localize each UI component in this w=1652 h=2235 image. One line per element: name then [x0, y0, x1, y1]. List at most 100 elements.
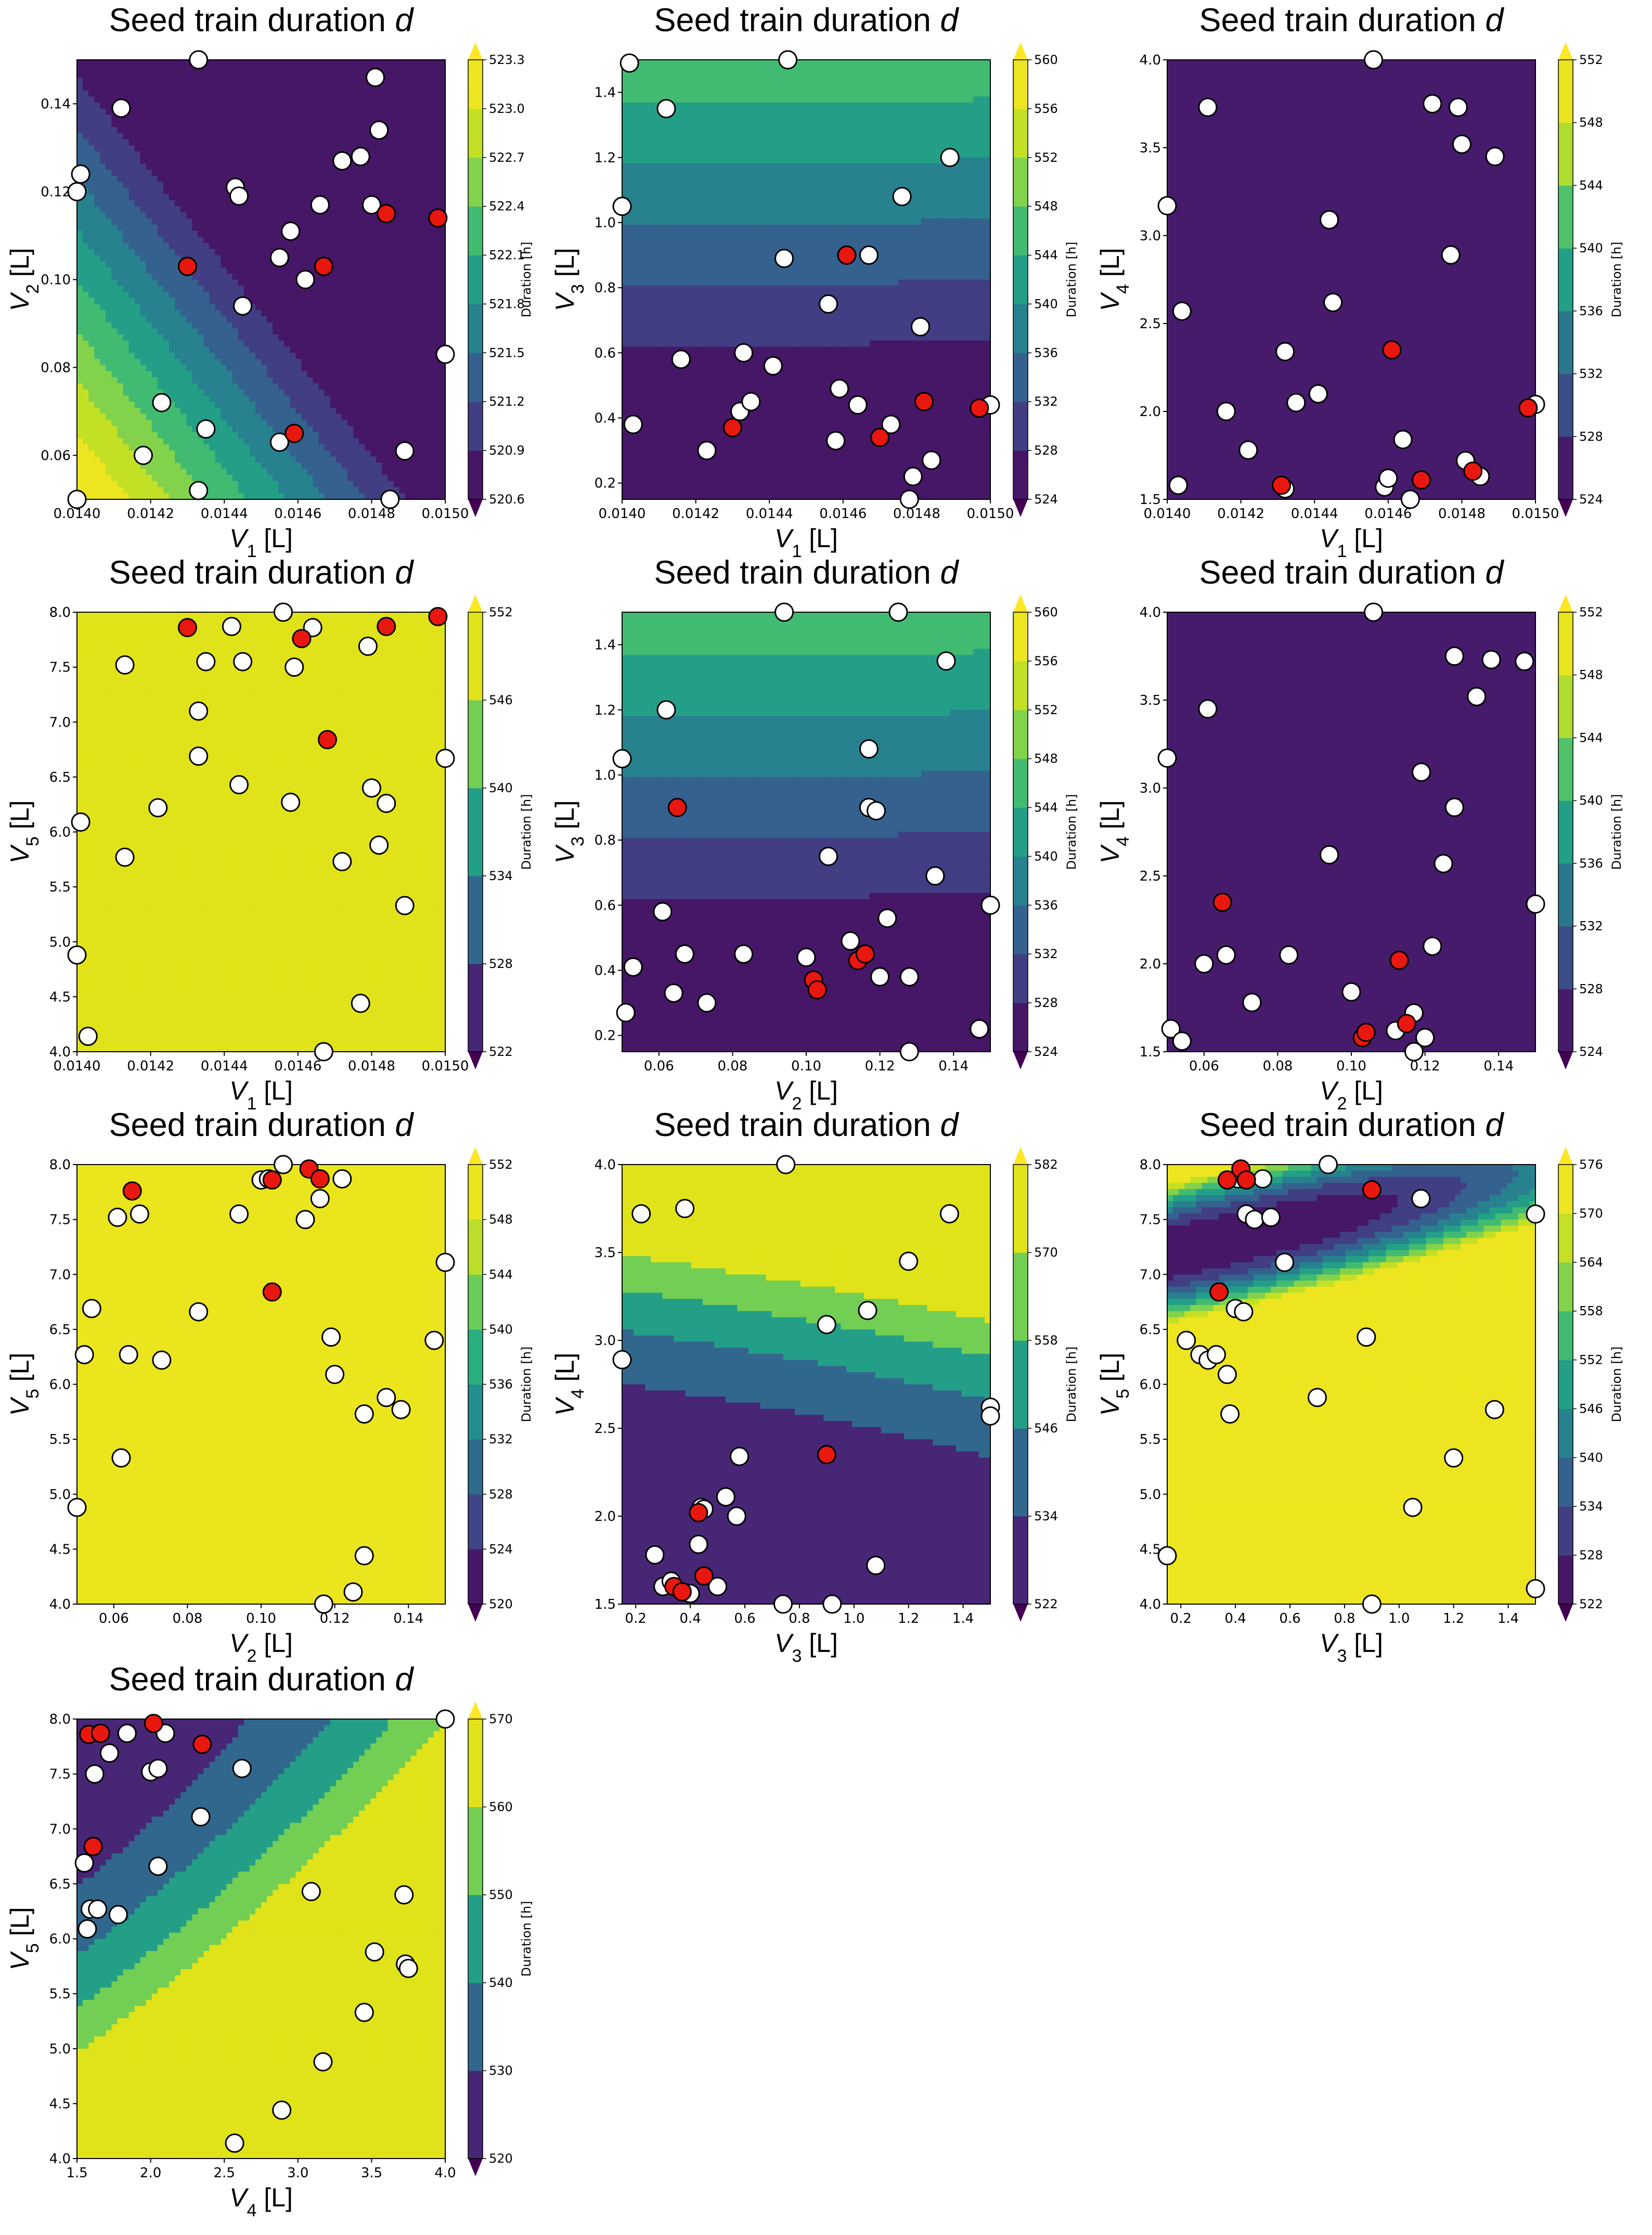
contour-cell	[433, 450, 440, 457]
contour-cell	[169, 414, 175, 421]
contour-cell	[335, 230, 342, 237]
contour-cell	[639, 133, 646, 140]
contour-cell	[416, 255, 423, 262]
contour-cell	[243, 249, 250, 256]
contour-cell	[94, 426, 100, 433]
contour-cell	[301, 469, 308, 475]
contour-cell	[382, 310, 388, 317]
contour-cell	[123, 407, 130, 415]
contour-cell	[186, 291, 192, 299]
contour-cell	[365, 121, 371, 127]
contour-cell	[180, 359, 187, 366]
contour-cell	[134, 157, 141, 164]
contour-cell	[273, 456, 279, 463]
contour-cell	[324, 291, 331, 299]
contour-cell	[226, 389, 233, 396]
contour-cell	[169, 182, 175, 189]
contour-cell	[295, 383, 302, 390]
contour-cell	[261, 78, 267, 85]
contour-cell	[365, 133, 371, 140]
contour-cell	[639, 377, 646, 384]
contour-cell	[639, 237, 646, 243]
contour-cell	[341, 102, 348, 109]
contour-cell	[388, 133, 394, 140]
contour-cell	[382, 237, 388, 243]
contour-cell	[359, 291, 365, 299]
contour-cell	[88, 114, 95, 121]
contour-cell	[238, 383, 244, 390]
contour-cell	[335, 102, 342, 109]
contour-cell	[278, 475, 285, 482]
contour-cell	[198, 414, 204, 421]
contour-cell	[278, 237, 285, 243]
contour-cell	[622, 377, 628, 384]
contour-cell	[393, 353, 400, 359]
contour-cell	[186, 108, 192, 115]
contour-cell	[284, 145, 290, 152]
contour-cell	[192, 96, 198, 103]
contour-cell	[88, 273, 95, 280]
contour-cell	[393, 371, 400, 378]
contour-cell	[249, 249, 256, 256]
contour-cell	[192, 170, 198, 176]
contour-cell	[433, 139, 440, 146]
contour-cell	[134, 414, 141, 421]
sample-point	[229, 186, 249, 206]
contour-cell	[622, 108, 628, 115]
contour-cell	[123, 420, 130, 427]
contour-cell	[422, 230, 429, 237]
contour-cell	[238, 206, 244, 213]
contour-cell	[422, 108, 429, 115]
contour-cell	[203, 402, 210, 408]
contour-cell	[267, 188, 273, 195]
contour-cell	[106, 273, 112, 280]
contour-cell	[249, 322, 256, 329]
contour-cell	[77, 475, 83, 482]
contour-cell	[347, 133, 354, 140]
contour-cell	[203, 456, 210, 463]
contour-cell	[382, 90, 388, 97]
contour-cell	[393, 334, 400, 341]
contour-cell	[301, 108, 308, 115]
contour-cell	[203, 286, 210, 292]
contour-cell	[226, 456, 233, 463]
contour-cell	[393, 102, 400, 109]
contour-cell	[249, 304, 256, 311]
contour-cell	[140, 182, 147, 189]
contour-cell	[318, 304, 325, 311]
contour-cell	[353, 206, 359, 213]
contour-cell	[77, 200, 83, 207]
contour-cell	[428, 200, 434, 207]
contour-cell	[157, 438, 164, 445]
contour-cell	[83, 310, 89, 317]
contour-cell	[100, 78, 106, 85]
colorbar-segment	[468, 450, 483, 500]
contour-cell	[307, 322, 314, 329]
contour-cell	[151, 328, 158, 335]
contour-cell	[290, 170, 296, 176]
contour-cell	[83, 121, 89, 127]
contour-cell	[382, 200, 388, 207]
contour-cell	[88, 426, 95, 433]
contour-cell	[163, 487, 170, 494]
contour-cell	[359, 60, 365, 67]
contour-cell	[255, 255, 262, 262]
contour-cell	[106, 407, 112, 415]
contour-cell	[249, 121, 256, 127]
contour-cell	[192, 371, 198, 378]
contour-cell	[295, 304, 302, 311]
contour-cell	[347, 273, 354, 280]
contour-cell	[106, 450, 112, 457]
contour-cell	[416, 407, 423, 415]
contour-cell	[639, 371, 646, 378]
contour-cell	[359, 200, 365, 207]
contour-cell	[192, 414, 198, 421]
contour-cell	[157, 328, 164, 335]
contour-cell	[221, 371, 227, 378]
contour-cell	[215, 243, 222, 250]
contour-cell	[278, 102, 285, 109]
contour-cell	[186, 481, 192, 488]
contour-cell	[405, 66, 411, 73]
contour-cell	[422, 261, 429, 268]
contour-cell	[117, 328, 124, 335]
